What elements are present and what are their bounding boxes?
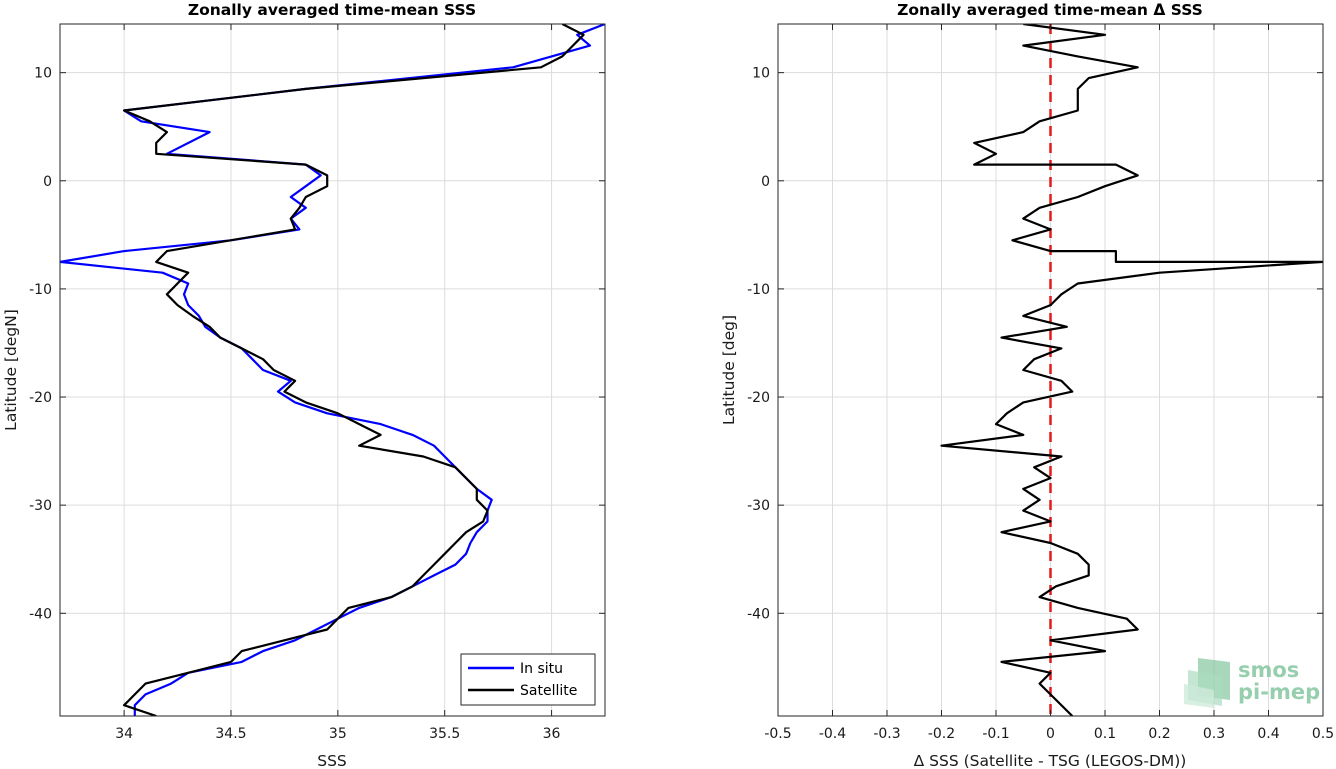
right-y-tick-label: -10 <box>747 282 770 298</box>
right-y-axis-label: Latitude [deg] <box>720 315 738 425</box>
right-x-tick-label: -0.2 <box>928 726 955 742</box>
left-y-tick-label: 10 <box>34 66 52 82</box>
right-y-tick-label: 10 <box>752 66 770 82</box>
right-x-tick-label: -0.3 <box>873 726 900 742</box>
right-y-tick-label: -20 <box>747 390 770 406</box>
left-x-tick-label: 34.5 <box>215 726 246 742</box>
left-x-tick-label: 34 <box>115 726 133 742</box>
logo-mark-icon <box>1184 658 1230 708</box>
right-x-tick-label: -0.1 <box>982 726 1009 742</box>
left-y-tick-label: -20 <box>29 390 52 406</box>
right-x-tick-label: 0 <box>1046 726 1055 742</box>
left-series-group <box>60 24 605 716</box>
right-grid <box>778 24 1323 716</box>
left-x-tick-label: 36 <box>543 726 561 742</box>
logo-text-smos: smos <box>1238 658 1299 682</box>
left-panel-sss: Zonally averaged time-mean SSS 34 34.5 35 3… <box>2 1 606 769</box>
right-x-tick-label: 0.4 <box>1257 726 1279 742</box>
legend-entry-in-situ: In situ <box>520 661 563 677</box>
left-series-line-satellite <box>123 24 585 716</box>
left-x-tick-label: 35.5 <box>429 726 460 742</box>
smos-pi-mep-logo: smos pi-mep <box>1184 658 1320 708</box>
right-panel-delta-sss: Zonally averaged time-mean Δ SSS -0.5 -0.… <box>720 1 1334 769</box>
legend: In situ Satellite <box>460 653 596 706</box>
left-y-axis-label: Latitude [degN] <box>2 309 20 431</box>
left-y-tick-label: -40 <box>29 606 52 622</box>
right-x-axis-label: Δ SSS (Satellite - TSG (LEGOS-DM)) <box>914 752 1187 769</box>
left-plot-frame <box>59 23 606 717</box>
logo-text-pi-mep: pi-mep <box>1238 680 1320 704</box>
right-tick-labels: -0.5 -0.4 -0.3 -0.2 -0.1 0 0.1 0.2 0.3 0.4 0.5 10 0 -… <box>747 24 1334 742</box>
right-x-tick-label: -0.5 <box>764 726 791 742</box>
left-x-tick-label: 35 <box>329 726 347 742</box>
right-series-group <box>940 24 1323 716</box>
right-y-tick-label: -30 <box>747 498 770 514</box>
left-x-axis-label: SSS <box>317 752 347 769</box>
right-x-tick-label: 0.5 <box>1312 726 1334 742</box>
left-series-line-in-situ <box>60 24 605 716</box>
legend-box <box>460 653 596 706</box>
legend-entry-satellite: Satellite <box>520 683 577 699</box>
right-chart-title: Zonally averaged time-mean Δ SSS <box>897 1 1203 19</box>
right-y-tick-label: -40 <box>747 606 770 622</box>
left-tick-labels: 34 34.5 35 35.5 36 10 0 -10 -20 -30 -40 <box>29 24 605 742</box>
right-series-line-delta <box>940 24 1323 716</box>
left-grid <box>60 24 605 716</box>
right-x-tick-label: -0.4 <box>819 726 846 742</box>
left-chart-title: Zonally averaged time-mean SSS <box>188 1 476 19</box>
right-y-tick-label: 0 <box>761 174 770 190</box>
right-x-tick-label: 0.2 <box>1148 726 1170 742</box>
right-x-tick-label: 0.3 <box>1203 726 1225 742</box>
left-y-tick-label: -30 <box>29 498 52 514</box>
left-y-tick-label: 0 <box>43 174 52 190</box>
right-x-tick-label: 0.1 <box>1094 726 1116 742</box>
left-y-tick-label: -10 <box>29 282 52 298</box>
